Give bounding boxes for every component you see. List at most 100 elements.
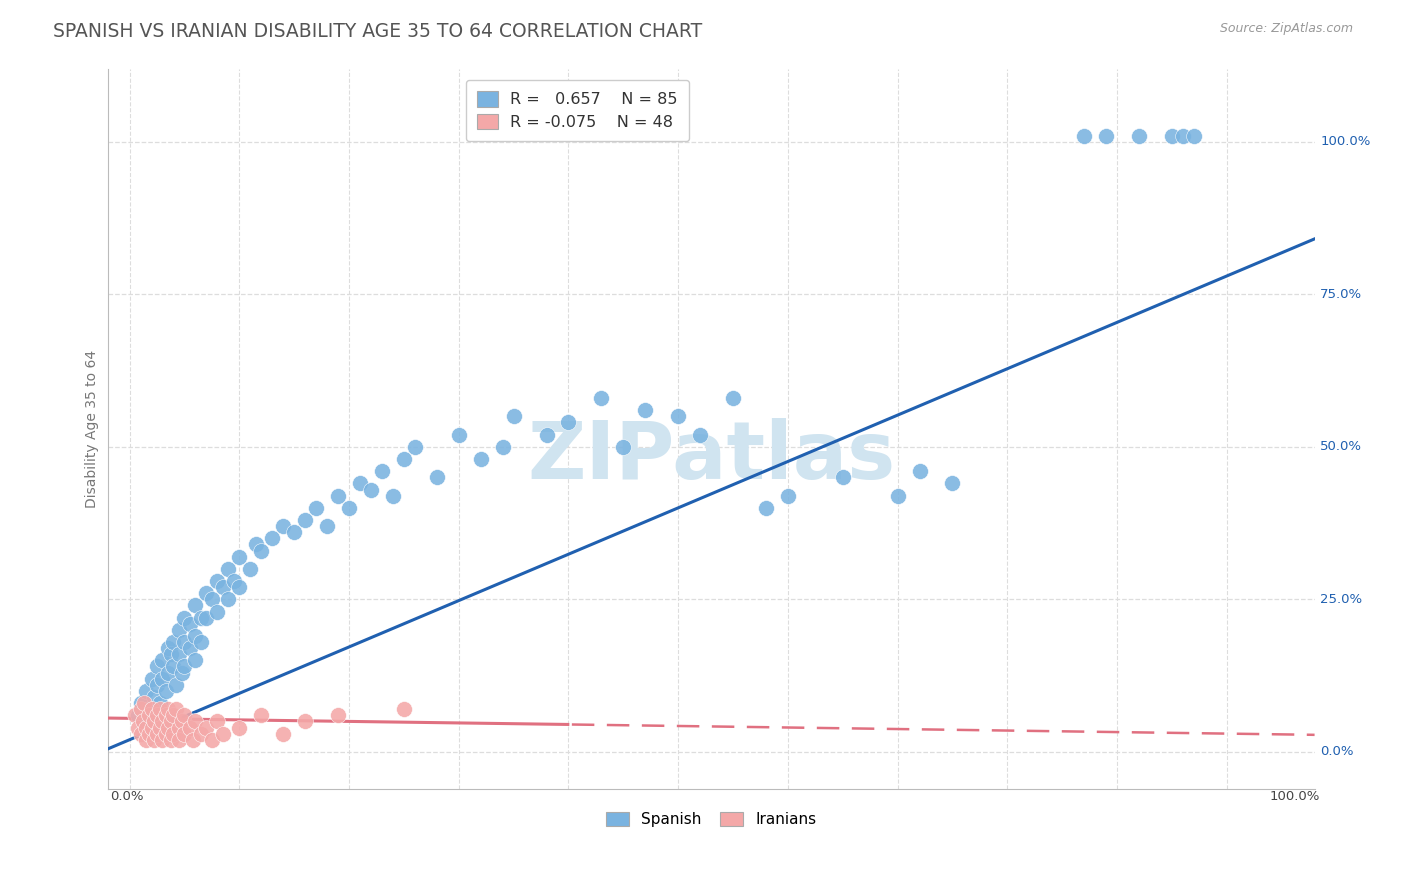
Point (207, 605, 229, 619)
Point (337, 500, 360, 515)
Point (207, 574, 229, 588)
Point (179, 721, 201, 735)
Point (1128, 128, 1150, 143)
Text: 75.0%: 75.0% (1320, 288, 1362, 301)
Point (152, 672, 174, 686)
Point (1182, 128, 1205, 143)
Point (831, 470, 853, 484)
Text: 100.0%: 100.0% (1270, 789, 1320, 803)
Point (165, 702, 187, 716)
Point (184, 653, 207, 667)
Point (612, 440, 634, 454)
Point (160, 648, 183, 662)
Point (155, 708, 177, 723)
Point (305, 500, 328, 515)
Point (941, 476, 963, 491)
Y-axis label: Disability Age 35 to 64: Disability Age 35 to 64 (86, 350, 100, 508)
Point (173, 708, 195, 723)
Point (142, 714, 165, 729)
Point (316, 519, 339, 533)
Point (392, 702, 415, 716)
Point (141, 672, 163, 686)
Point (127, 721, 149, 735)
Point (138, 726, 160, 740)
Point (135, 721, 157, 735)
Point (271, 726, 294, 740)
Point (721, 391, 744, 405)
Point (181, 732, 204, 747)
Point (152, 714, 174, 729)
Text: 25.0%: 25.0% (1320, 593, 1362, 606)
Point (207, 714, 229, 729)
Point (239, 562, 262, 576)
Point (184, 599, 207, 613)
Point (156, 702, 179, 716)
Text: SPANISH VS IRANIAN DISABILITY AGE 35 TO 64 CORRELATION CHART: SPANISH VS IRANIAN DISABILITY AGE 35 TO … (53, 22, 703, 41)
Point (195, 610, 218, 624)
Point (129, 702, 152, 716)
Point (666, 409, 689, 424)
Point (908, 464, 931, 478)
Point (283, 525, 305, 540)
Point (262, 532, 284, 546)
Point (271, 519, 294, 533)
Point (689, 427, 711, 442)
Point (162, 635, 184, 649)
Point (141, 702, 163, 716)
Point (217, 562, 239, 576)
Point (1095, 128, 1118, 143)
Point (162, 726, 184, 740)
Text: 0.0%: 0.0% (110, 789, 143, 803)
Text: 100.0%: 100.0% (1320, 136, 1371, 148)
Point (1073, 128, 1095, 143)
Point (173, 635, 195, 649)
Point (426, 470, 449, 484)
Point (190, 635, 212, 649)
Point (124, 708, 146, 723)
Point (173, 726, 195, 740)
Point (392, 452, 415, 467)
Point (326, 489, 349, 503)
Point (146, 678, 169, 692)
Point (250, 708, 273, 723)
Point (146, 726, 169, 740)
Point (167, 648, 190, 662)
Point (184, 714, 207, 729)
Point (132, 696, 155, 710)
Point (228, 721, 250, 735)
Point (173, 659, 195, 673)
Point (162, 659, 184, 673)
Point (326, 708, 349, 723)
Point (447, 427, 470, 442)
Point (195, 586, 218, 600)
Point (142, 690, 165, 704)
Point (165, 678, 187, 692)
Point (156, 641, 179, 656)
Point (138, 702, 160, 716)
Text: 50.0%: 50.0% (1320, 441, 1362, 453)
Point (536, 427, 558, 442)
Point (211, 580, 233, 594)
Point (152, 653, 174, 667)
Point (135, 732, 157, 747)
Point (160, 714, 183, 729)
Point (155, 726, 177, 740)
Text: ZIPatlas: ZIPatlas (527, 418, 896, 496)
Point (149, 721, 172, 735)
Point (245, 537, 267, 551)
Point (557, 416, 579, 430)
Point (160, 732, 183, 747)
Point (156, 721, 179, 735)
Point (349, 476, 371, 491)
Point (201, 592, 224, 607)
Point (1171, 128, 1194, 143)
Point (228, 549, 250, 564)
Point (190, 726, 212, 740)
Point (381, 489, 404, 503)
Point (142, 732, 165, 747)
Point (201, 732, 224, 747)
Point (250, 543, 273, 558)
Point (141, 721, 163, 735)
Point (172, 665, 194, 680)
Point (776, 489, 799, 503)
